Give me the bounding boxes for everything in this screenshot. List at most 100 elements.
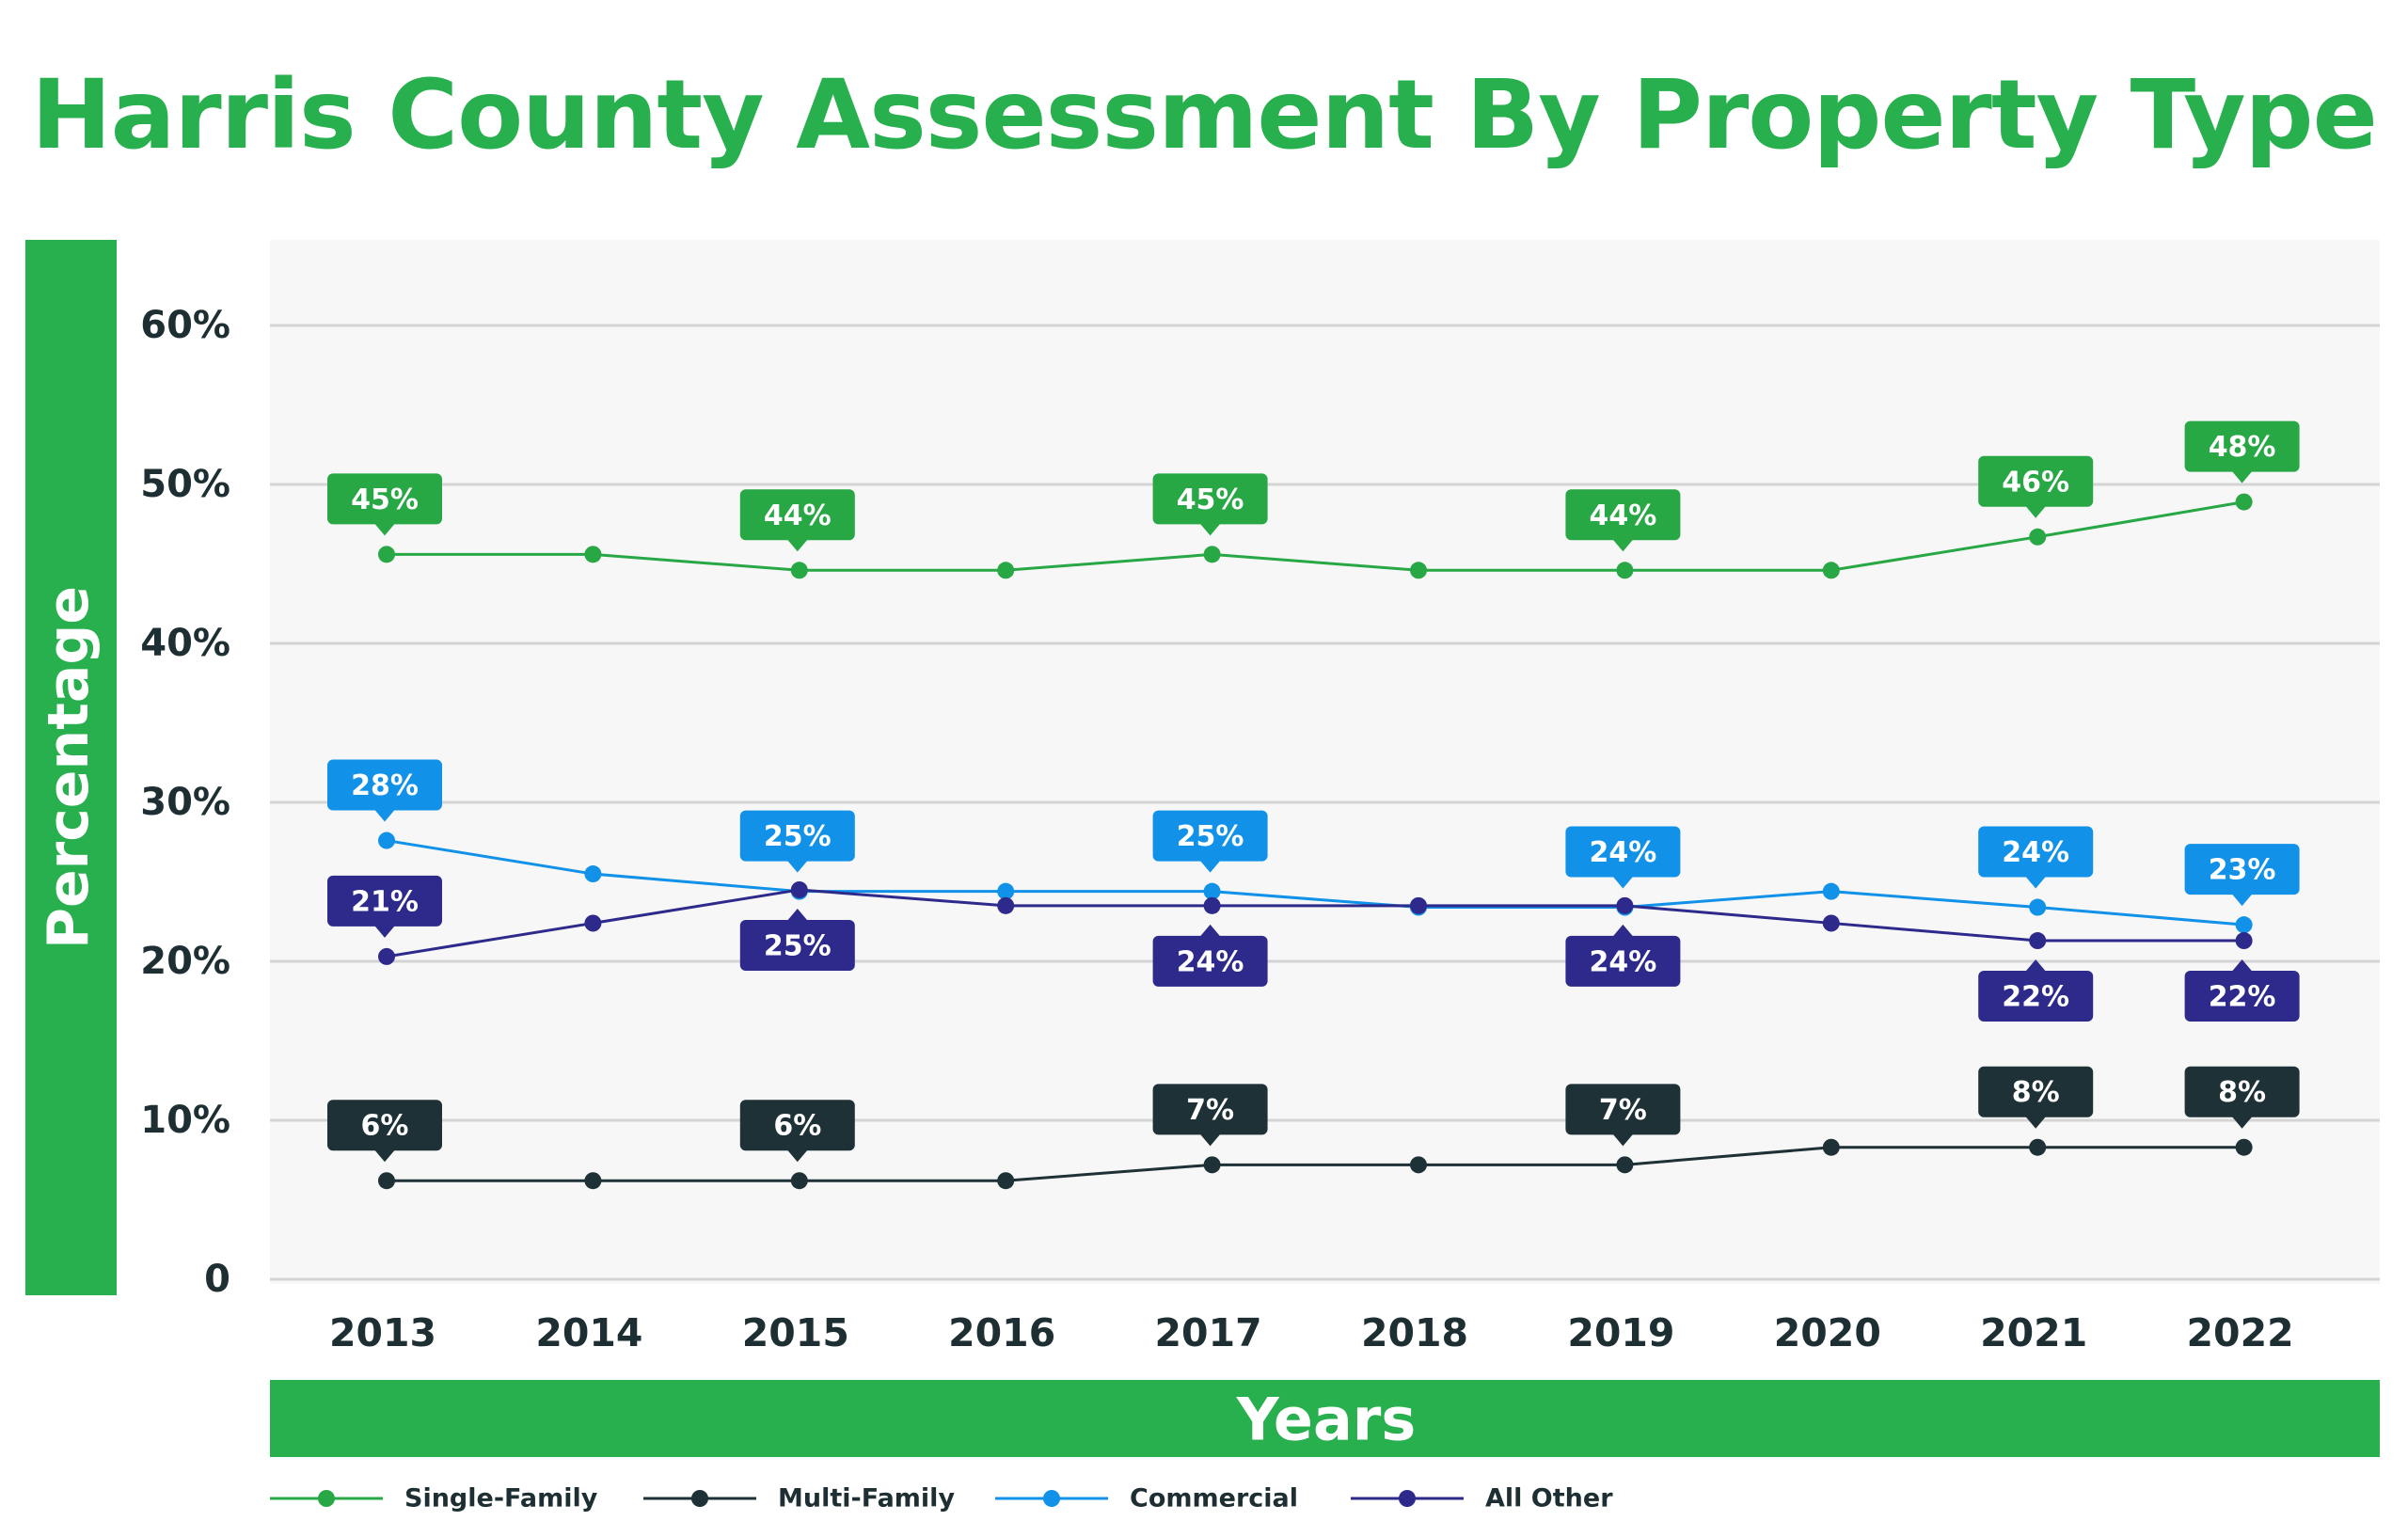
x-tick-label: 2019	[1567, 1310, 1674, 1355]
data-point	[378, 546, 395, 563]
x-tick-label: 2016	[948, 1310, 1055, 1355]
x-tick-label: 2014	[535, 1310, 642, 1355]
data-label-box	[2184, 971, 2300, 1022]
data-label-pointer	[1199, 924, 1221, 937]
data-label: 48%	[2209, 431, 2276, 464]
data-label-box	[739, 810, 855, 862]
data-label: 7%	[1599, 1094, 1647, 1127]
data-label-bubble: 8%	[1978, 1066, 2094, 1129]
data-label: 45%	[351, 483, 419, 516]
data-point	[584, 865, 602, 883]
data-label: 22%	[2002, 981, 2069, 1014]
x-tick-label: 2018	[1361, 1310, 1468, 1355]
data-label: 21%	[351, 885, 419, 918]
data-point	[1203, 546, 1221, 563]
x-axis-title: Years	[1236, 1386, 1417, 1454]
data-label-bubble: 8%	[2184, 1066, 2300, 1129]
data-label-bubble: 25%	[739, 908, 855, 971]
data-label-box	[2184, 1066, 2300, 1117]
x-axis-tick-labels: 2013 2014 2015 2016 2017 2018 2019 2020 2021 2022	[329, 1310, 2294, 1355]
data-point	[2029, 1138, 2047, 1156]
x-tick-label: 2017	[1155, 1310, 1262, 1355]
data-label: 44%	[1589, 499, 1656, 532]
data-label-pointer	[2025, 876, 2047, 889]
data-label-box	[1978, 1066, 2094, 1117]
data-label-box	[327, 1100, 442, 1151]
legend-label: Multi-Family	[778, 1484, 955, 1513]
data-label-pointer	[2231, 959, 2253, 973]
data-label-box	[2184, 420, 2300, 472]
data-label-bubble: 46%	[1978, 455, 2094, 518]
data-point	[1616, 896, 1634, 914]
data-label-bubble: 6%	[327, 1100, 442, 1163]
series-line	[387, 1146, 2244, 1182]
data-label-bubble: 25%	[739, 810, 855, 873]
series-line	[386, 839, 2244, 927]
data-point	[1410, 1156, 1427, 1174]
data-label-bubble: 28%	[327, 759, 442, 822]
data-label-bubble: 44%	[739, 489, 855, 552]
plot-area	[270, 240, 2380, 1284]
x-tick-label: 2020	[1774, 1310, 1881, 1355]
data-label: 24%	[2002, 836, 2069, 869]
data-label-pointer	[374, 523, 395, 536]
data-label-box	[1152, 473, 1268, 525]
data-point	[1822, 1138, 1840, 1156]
data-point	[1822, 882, 1840, 900]
legend-item: Multi-Family	[643, 1484, 955, 1513]
legend-swatch-marker	[691, 1490, 708, 1507]
data-label: 24%	[1589, 836, 1656, 869]
y-tick-label: 0	[204, 1258, 230, 1301]
data-label-pointer	[1612, 876, 1634, 889]
y-tick-label: 30%	[140, 781, 230, 824]
series-single-family	[378, 493, 2253, 579]
data-label-pointer	[1199, 523, 1221, 536]
data-label-pointer	[1612, 539, 1634, 552]
y-axis-tick-labels: 0 10% 20% 30% 40% 50% 60%	[140, 304, 230, 1301]
data-point	[584, 914, 602, 932]
data-label-pointer	[374, 925, 395, 938]
data-point	[1822, 914, 1840, 932]
data-label-box	[327, 473, 442, 525]
data-label-box	[739, 489, 855, 541]
data-label-bubble: 44%	[1565, 489, 1681, 552]
data-point	[997, 882, 1015, 900]
data-label-pointer	[2025, 1116, 2047, 1129]
data-labels: 45% 44% 45% 44% 46% 48% 6% 6% 7% 7% 8% 8% 28% 25% 25% 2…	[327, 420, 2300, 1163]
data-point	[1203, 896, 1221, 914]
series-lines	[378, 493, 2253, 1190]
legend-label: Commercial	[1130, 1484, 1298, 1513]
data-point	[2029, 898, 2047, 916]
data-label-box	[739, 1100, 855, 1151]
y-tick-label: 20%	[140, 940, 230, 983]
data-point	[2235, 493, 2253, 511]
data-point	[378, 832, 395, 849]
data-label-pointer	[2231, 470, 2253, 483]
y-tick-label: 10%	[140, 1099, 230, 1142]
data-point	[997, 562, 1015, 579]
data-label-bubble: 25%	[1152, 810, 1268, 873]
data-label-box	[327, 875, 442, 927]
legend-swatch-marker	[1043, 1490, 1060, 1507]
data-label-pointer	[2231, 894, 2253, 907]
data-label: 24%	[1589, 945, 1656, 978]
data-label-bubble: 7%	[1565, 1084, 1681, 1147]
legend-label: Single-Family	[404, 1484, 598, 1513]
data-label: 45%	[1177, 483, 1244, 516]
data-point	[378, 947, 395, 965]
data-point	[2029, 932, 2047, 950]
y-axis-title-band: Percentage	[25, 240, 117, 1295]
legend-swatch-marker	[318, 1490, 335, 1507]
legend-item: All Other	[1351, 1484, 1613, 1513]
data-label-bubble: 6%	[739, 1100, 855, 1163]
data-label-bubble: 21%	[327, 875, 442, 938]
data-label-pointer	[1199, 1133, 1221, 1147]
data-label-box	[1978, 455, 2094, 507]
data-point	[2235, 916, 2253, 934]
data-label-bubble: 24%	[1565, 826, 1681, 889]
data-label: 8%	[2218, 1076, 2266, 1109]
data-point	[790, 1172, 808, 1190]
data-label-pointer	[374, 809, 395, 822]
data-label-pointer	[1199, 860, 1221, 873]
data-label-box	[1152, 935, 1268, 987]
